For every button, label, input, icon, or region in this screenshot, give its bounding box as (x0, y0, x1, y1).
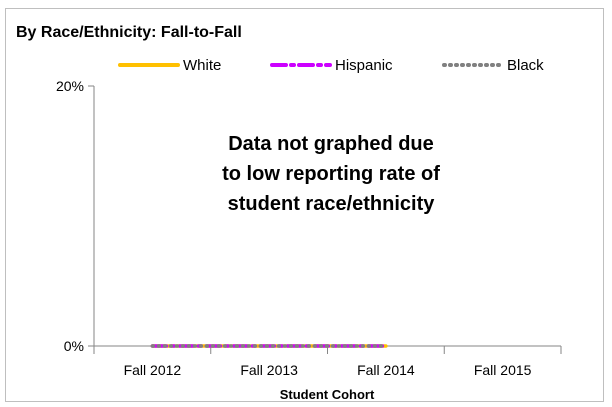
x-tick-label: Fall 2015 (474, 362, 532, 378)
annotation-line-3: student race/ethnicity (228, 193, 436, 215)
annotation-line-2: to low reporting rate of (222, 163, 440, 185)
legend-label: Black (507, 57, 544, 74)
x-tick-label: Fall 2013 (240, 362, 298, 378)
y-tick-label: 0% (64, 338, 84, 354)
line-chart: By Race/Ethnicity: Fall-to-Fall White His… (16, 24, 562, 401)
x-tick-label: Fall 2012 (124, 362, 182, 378)
chart-frame: By Race/Ethnicity: Fall-to-Fall White His… (5, 8, 604, 402)
legend-label: Hispanic (335, 57, 393, 74)
chart-legend: White Hispanic Black (118, 57, 544, 74)
x-tick-label: Fall 2014 (357, 362, 415, 378)
legend-label: White (183, 57, 221, 74)
x-axis-ticks: Fall 2012 Fall 2013 Fall 2014 Fall 2015 (93, 346, 562, 378)
y-tick-label: 20% (56, 78, 84, 94)
x-axis-title: Student Cohort (280, 387, 375, 401)
chart-title: By Race/Ethnicity: Fall-to-Fall (16, 24, 242, 41)
annotation-line-1: Data not graphed due (228, 133, 434, 155)
y-axis-ticks: 20% 0% (56, 78, 94, 354)
